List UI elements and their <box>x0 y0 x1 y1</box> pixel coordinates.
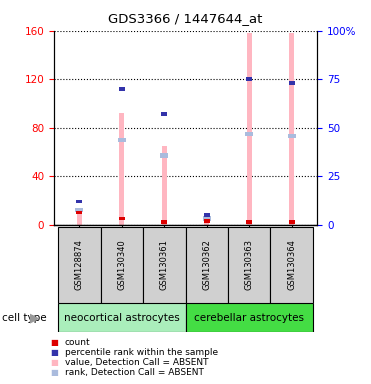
Bar <box>288 134 296 138</box>
Bar <box>101 227 143 303</box>
Bar <box>76 211 82 214</box>
Bar <box>162 146 167 225</box>
Bar <box>77 212 82 225</box>
Bar <box>246 220 252 224</box>
Bar <box>228 227 270 303</box>
Text: ■: ■ <box>50 348 58 357</box>
Bar <box>245 132 253 136</box>
Text: ■: ■ <box>50 338 58 347</box>
Bar <box>58 227 101 303</box>
Text: GSM130361: GSM130361 <box>160 240 169 290</box>
Bar <box>186 227 228 303</box>
Bar <box>76 200 82 203</box>
Bar <box>203 217 211 221</box>
Bar <box>289 220 295 224</box>
Bar <box>186 303 313 332</box>
Text: GSM130364: GSM130364 <box>287 240 296 290</box>
Text: percentile rank within the sample: percentile rank within the sample <box>65 348 218 357</box>
Bar <box>289 33 294 225</box>
Text: neocortical astrocytes: neocortical astrocytes <box>64 313 180 323</box>
Bar <box>143 227 186 303</box>
Text: GSM130362: GSM130362 <box>202 240 211 290</box>
Bar <box>204 220 209 225</box>
Text: ■: ■ <box>50 358 58 367</box>
Bar <box>204 219 210 223</box>
Bar <box>119 113 124 225</box>
Text: ■: ■ <box>50 368 58 377</box>
Text: cerebellar astrocytes: cerebellar astrocytes <box>194 313 304 323</box>
Text: count: count <box>65 338 91 347</box>
Bar <box>161 112 167 116</box>
Bar <box>119 87 125 91</box>
Bar <box>160 154 168 158</box>
Bar <box>270 227 313 303</box>
Bar <box>161 220 167 224</box>
Text: value, Detection Call = ABSENT: value, Detection Call = ABSENT <box>65 358 209 367</box>
Bar <box>289 81 295 85</box>
Bar <box>119 217 125 220</box>
Text: cell type: cell type <box>2 313 46 323</box>
Text: ▶: ▶ <box>30 311 40 324</box>
Bar <box>247 33 252 225</box>
Bar <box>75 208 83 212</box>
Text: GSM130340: GSM130340 <box>117 240 126 290</box>
Text: rank, Detection Call = ABSENT: rank, Detection Call = ABSENT <box>65 368 204 377</box>
Text: GDS3366 / 1447644_at: GDS3366 / 1447644_at <box>108 12 263 25</box>
Text: GSM128874: GSM128874 <box>75 240 84 290</box>
Bar <box>118 138 126 142</box>
Bar <box>246 78 252 81</box>
Bar <box>204 213 210 217</box>
Bar <box>58 303 186 332</box>
Text: GSM130363: GSM130363 <box>245 240 254 290</box>
